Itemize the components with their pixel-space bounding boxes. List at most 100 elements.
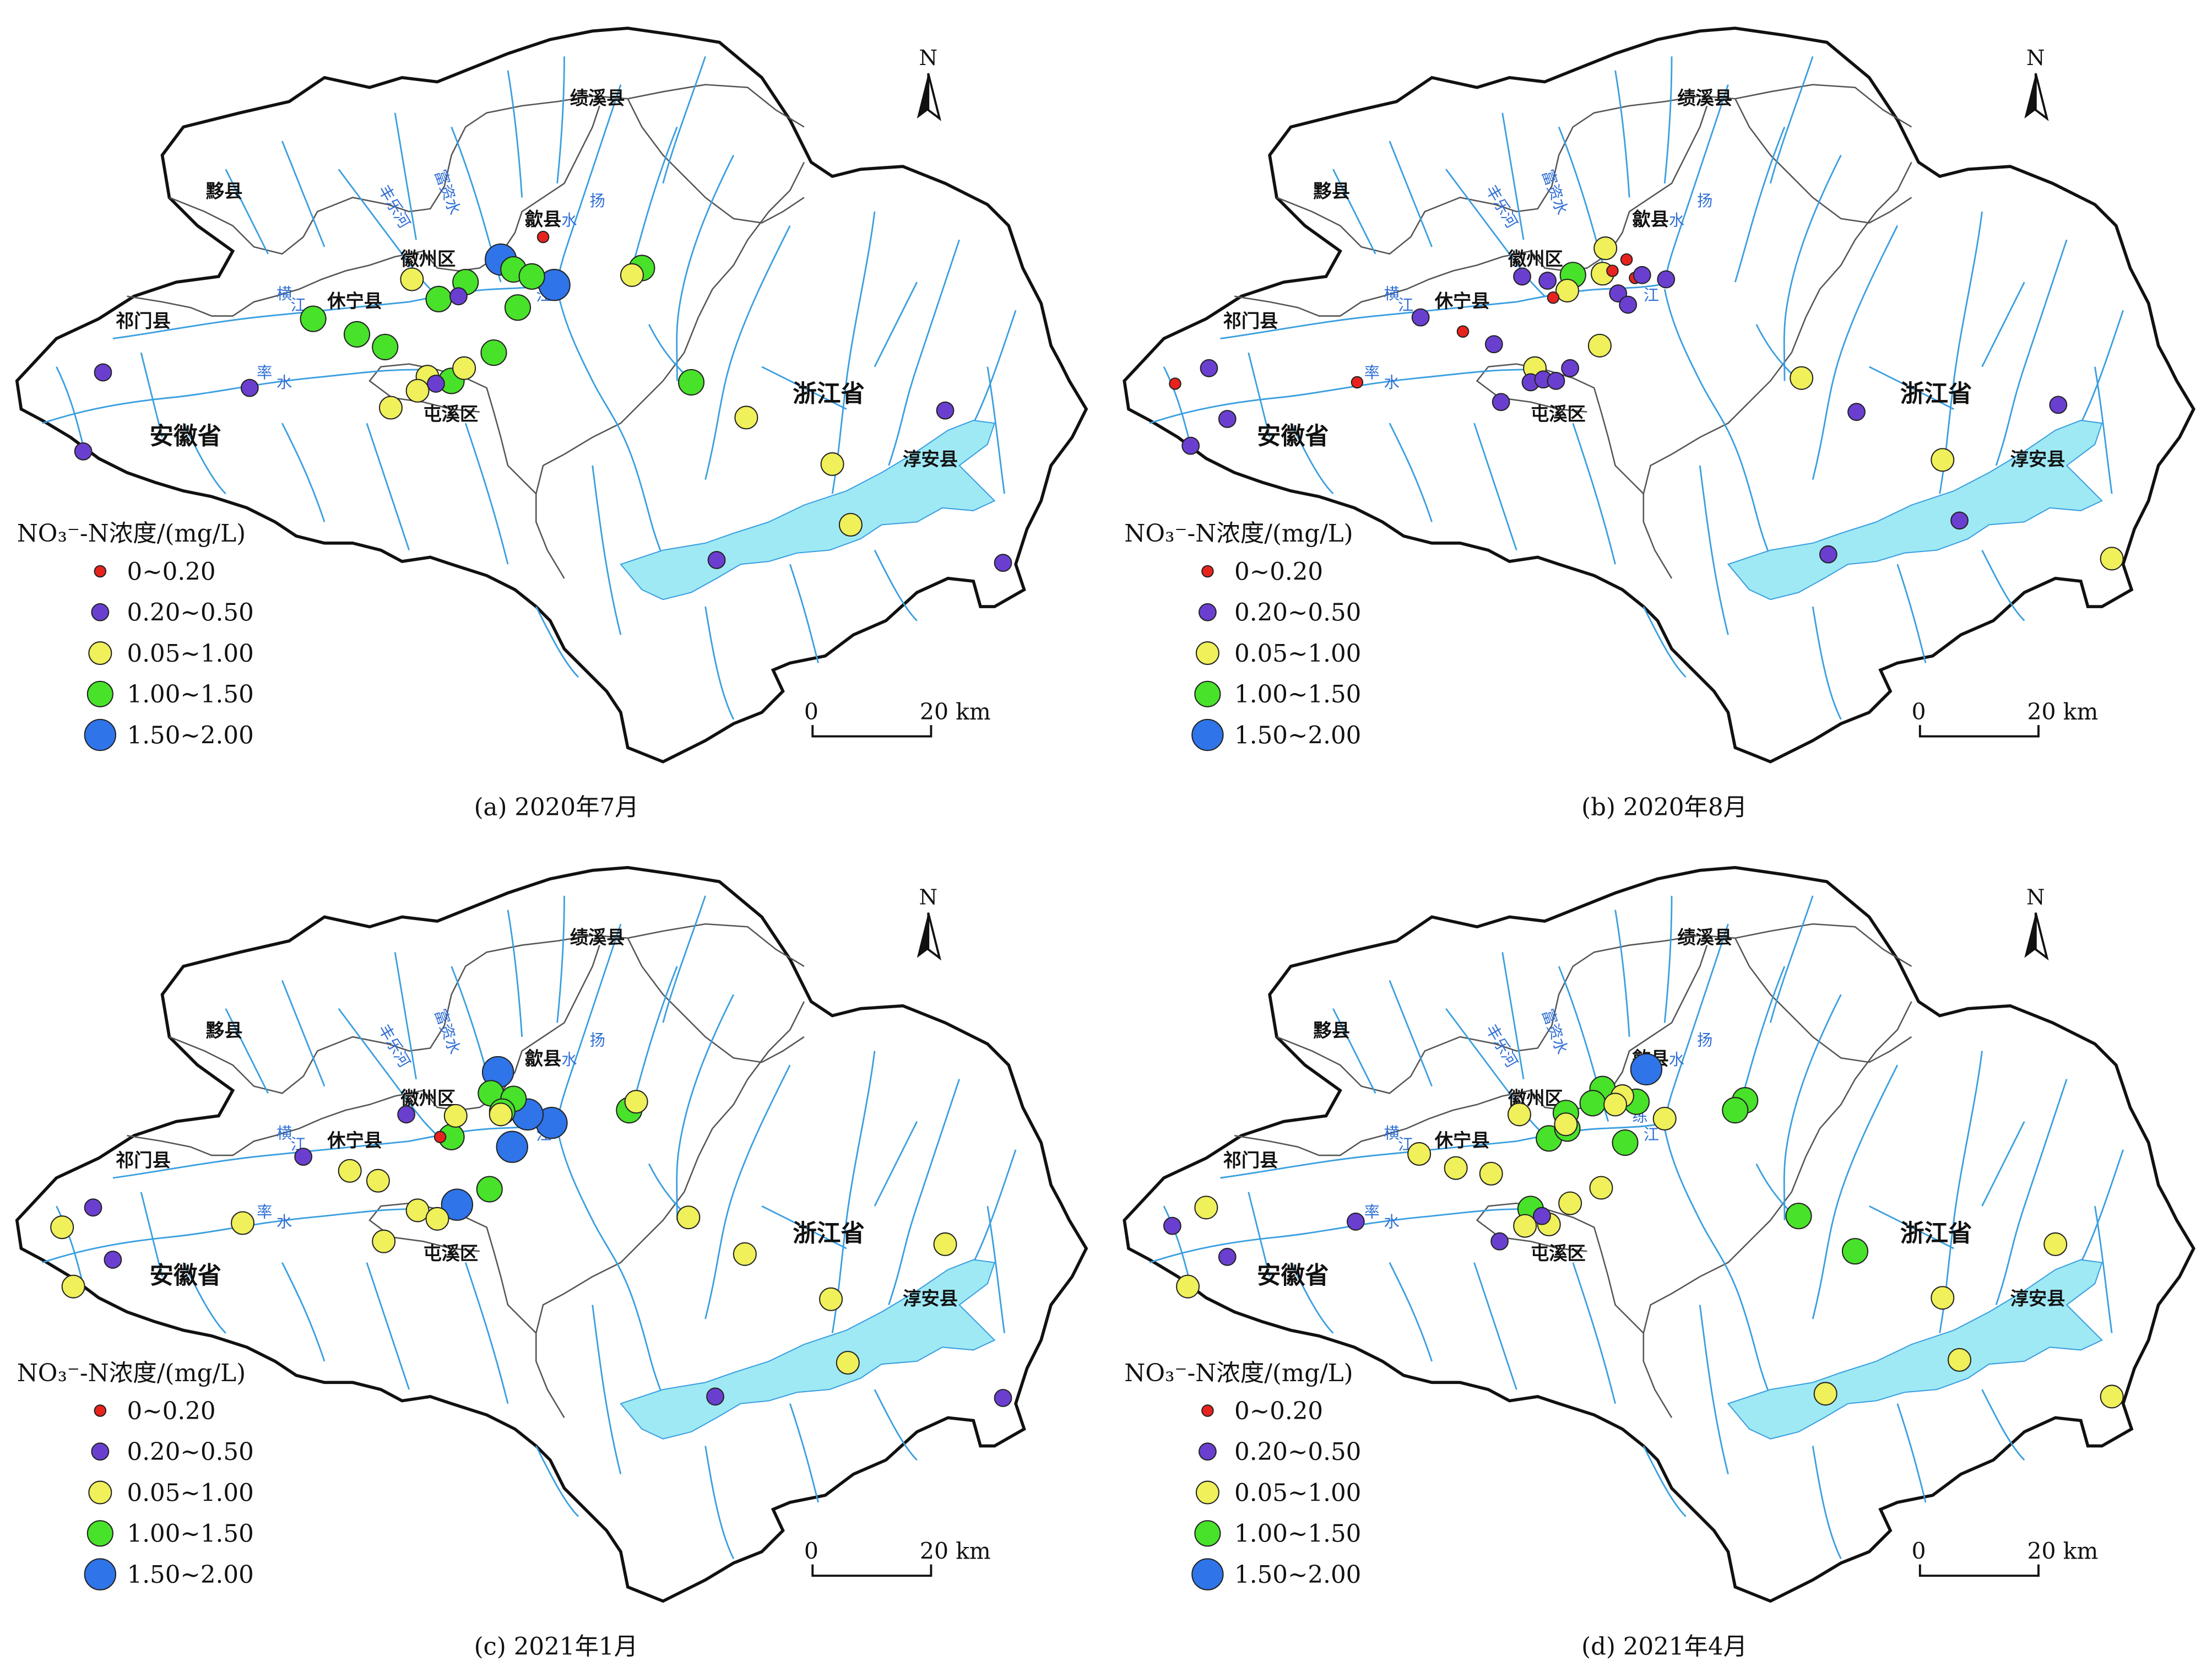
sampling-point-yellow[interactable] [1587,333,1612,358]
sampling-point-yellow[interactable] [366,1169,390,1193]
sampling-point-yellow[interactable] [1554,1112,1578,1137]
sampling-point-yellow[interactable] [1593,236,1618,261]
sampling-point-green[interactable] [1722,1097,1749,1124]
sampling-point-green[interactable] [677,369,705,396]
sampling-point-yellow[interactable] [620,263,644,287]
sampling-point-yellow[interactable] [61,1274,85,1299]
sampling-point-yellow[interactable] [405,1198,430,1223]
sampling-point-green[interactable] [1579,1090,1606,1117]
sampling-point-purple[interactable] [1847,403,1866,421]
sampling-point-yellow[interactable] [1813,1382,1837,1406]
sampling-point-red[interactable] [433,1130,447,1144]
sampling-point-purple[interactable] [1633,266,1651,284]
sampling-point-purple[interactable] [1819,545,1837,564]
sampling-point-green[interactable] [372,333,399,360]
sampling-point-purple[interactable] [1561,359,1580,377]
sampling-point-purple[interactable] [1619,295,1638,314]
sampling-point-purple[interactable] [1538,272,1557,290]
sampling-point-green[interactable] [425,285,452,312]
sampling-point-red[interactable] [1620,253,1633,266]
sampling-point-yellow[interactable] [838,513,863,537]
sampling-point-yellow[interactable] [1444,1156,1468,1180]
sampling-point-purple[interactable] [994,554,1012,572]
sampling-point-purple[interactable] [1513,267,1531,286]
sampling-point-yellow[interactable] [400,267,424,291]
sampling-point-purple[interactable] [449,287,468,306]
sampling-point-blue[interactable] [496,1130,528,1163]
sampling-point-purple[interactable] [1218,1248,1237,1266]
sampling-point-yellow[interactable] [1931,1286,1955,1310]
sampling-point-purple[interactable] [936,401,955,420]
sampling-point-yellow[interactable] [2100,1384,2124,1409]
sampling-point-yellow[interactable] [933,1232,957,1256]
sampling-point-purple[interactable] [1346,1213,1365,1231]
sampling-point-yellow[interactable] [1555,278,1580,302]
sampling-point-yellow[interactable] [1176,1274,1200,1299]
sampling-point-yellow[interactable] [1479,1161,1503,1186]
sampling-point-yellow[interactable] [1790,366,1814,390]
sampling-point-purple[interactable] [1547,371,1565,390]
sampling-point-yellow[interactable] [1948,1348,1972,1372]
sampling-point-yellow[interactable] [405,378,430,403]
sampling-point-red[interactable] [1456,325,1470,338]
sampling-point-yellow[interactable] [443,1104,468,1128]
sampling-point-purple[interactable] [294,1148,313,1166]
sampling-point-purple[interactable] [707,551,726,569]
sampling-point-purple[interactable] [1163,1216,1181,1235]
sampling-point-purple[interactable] [1490,1232,1509,1251]
sampling-point-red[interactable] [1547,291,1560,304]
sampling-point-yellow[interactable] [425,1207,449,1231]
sampling-point-yellow[interactable] [338,1159,362,1183]
sampling-point-yellow[interactable] [1603,1092,1628,1117]
sampling-point-purple[interactable] [1609,284,1628,302]
sampling-point-purple[interactable] [1200,359,1218,377]
sampling-point-red[interactable] [1606,264,1619,277]
sampling-point-purple[interactable] [2049,396,2068,414]
sampling-point-purple[interactable] [104,1251,122,1269]
sampling-point-yellow[interactable] [1407,1142,1432,1166]
sampling-point-purple[interactable] [1411,308,1430,327]
sampling-point-yellow[interactable] [1558,1191,1582,1215]
sampling-point-green[interactable] [300,305,327,332]
sampling-point-yellow[interactable] [489,1102,513,1127]
sampling-point-purple[interactable] [1533,1207,1551,1225]
sampling-point-yellow[interactable] [452,356,476,380]
sampling-point-green[interactable] [1785,1203,1812,1230]
sampling-point-purple[interactable] [1492,393,1510,412]
sampling-point-yellow[interactable] [820,452,844,476]
sampling-point-yellow[interactable] [1589,1176,1613,1200]
sampling-point-yellow[interactable] [2043,1232,2068,1256]
sampling-point-purple[interactable] [1950,511,1969,530]
sampling-point-red[interactable] [1351,376,1364,389]
sampling-point-purple[interactable] [1218,410,1237,428]
sampling-point-green[interactable] [1612,1129,1639,1156]
sampling-point-green[interactable] [504,294,532,321]
sampling-point-yellow[interactable] [676,1205,701,1230]
sampling-point-yellow[interactable] [1507,1102,1531,1127]
sampling-point-red[interactable] [1169,377,1181,390]
sampling-point-purple[interactable] [94,363,112,382]
sampling-point-yellow[interactable] [50,1215,74,1240]
sampling-point-green[interactable] [476,1176,503,1203]
sampling-point-yellow[interactable] [372,1229,396,1253]
sampling-point-purple[interactable] [1181,436,1200,455]
sampling-point-red[interactable] [536,230,550,244]
sampling-point-purple[interactable] [240,378,259,397]
sampling-point-purple[interactable] [427,375,445,393]
sampling-point-purple[interactable] [1657,270,1676,289]
sampling-point-yellow[interactable] [2100,547,2124,571]
sampling-point-yellow[interactable] [624,1090,648,1114]
sampling-point-purple[interactable] [74,442,93,461]
sampling-point-yellow[interactable] [1194,1196,1218,1220]
sampling-point-blue[interactable] [1630,1053,1663,1086]
sampling-point-blue[interactable] [441,1188,474,1221]
sampling-point-green[interactable] [518,263,545,290]
sampling-point-yellow[interactable] [378,396,403,420]
sampling-point-purple[interactable] [706,1387,724,1406]
sampling-point-yellow[interactable] [819,1287,843,1311]
sampling-point-yellow[interactable] [1931,448,1955,472]
sampling-point-green[interactable] [343,321,371,348]
sampling-point-green[interactable] [1841,1238,1869,1265]
sampling-point-yellow[interactable] [733,1242,757,1266]
sampling-point-yellow[interactable] [1652,1107,1677,1131]
